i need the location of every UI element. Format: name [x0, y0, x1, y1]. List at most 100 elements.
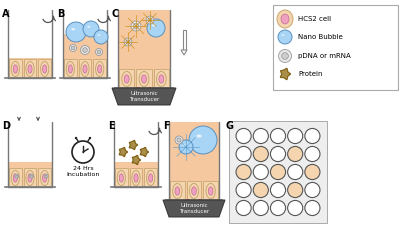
Polygon shape — [280, 68, 290, 80]
Circle shape — [236, 146, 251, 162]
Bar — [114, 162, 158, 187]
Circle shape — [97, 50, 101, 54]
Bar — [79, 59, 91, 78]
Bar — [169, 122, 219, 200]
Ellipse shape — [26, 62, 34, 76]
Ellipse shape — [40, 170, 49, 185]
Ellipse shape — [71, 28, 75, 30]
Circle shape — [83, 48, 87, 52]
Ellipse shape — [173, 183, 182, 199]
Circle shape — [288, 200, 303, 216]
Bar — [154, 69, 169, 88]
Circle shape — [253, 128, 268, 143]
Bar — [144, 168, 157, 187]
Circle shape — [282, 53, 288, 59]
Circle shape — [80, 45, 90, 54]
Ellipse shape — [282, 34, 284, 36]
Circle shape — [133, 23, 138, 29]
Polygon shape — [129, 140, 138, 150]
Polygon shape — [119, 147, 128, 157]
Circle shape — [146, 16, 154, 24]
Ellipse shape — [87, 26, 90, 28]
Ellipse shape — [11, 170, 20, 185]
Circle shape — [270, 128, 286, 143]
Ellipse shape — [277, 10, 293, 28]
Text: D: D — [2, 121, 10, 131]
Ellipse shape — [26, 170, 34, 185]
Circle shape — [66, 22, 86, 42]
Text: A: A — [2, 9, 10, 19]
Circle shape — [288, 146, 303, 162]
Ellipse shape — [28, 174, 32, 182]
Bar — [38, 59, 51, 78]
Circle shape — [72, 141, 94, 163]
Circle shape — [45, 175, 47, 177]
Circle shape — [270, 146, 286, 162]
Circle shape — [278, 30, 292, 44]
Circle shape — [126, 40, 130, 44]
Ellipse shape — [192, 187, 196, 195]
Bar — [130, 168, 142, 187]
Ellipse shape — [13, 174, 17, 182]
Ellipse shape — [43, 174, 47, 182]
Circle shape — [305, 128, 320, 143]
Text: HCS2 cell: HCS2 cell — [298, 16, 331, 22]
Ellipse shape — [189, 183, 199, 199]
Ellipse shape — [152, 25, 155, 27]
Circle shape — [94, 30, 108, 44]
Bar — [9, 59, 22, 78]
Circle shape — [270, 200, 286, 216]
Circle shape — [253, 146, 268, 162]
Bar — [170, 181, 185, 200]
Circle shape — [71, 46, 75, 50]
Bar — [9, 168, 22, 187]
Bar — [38, 168, 51, 187]
Circle shape — [16, 175, 18, 177]
Circle shape — [305, 200, 320, 216]
Bar — [63, 34, 107, 78]
Circle shape — [288, 164, 303, 180]
Ellipse shape — [206, 183, 215, 199]
Text: 24 Hrs
Incubation: 24 Hrs Incubation — [66, 166, 100, 177]
Circle shape — [270, 164, 286, 180]
Polygon shape — [163, 200, 225, 217]
Text: F: F — [163, 121, 170, 131]
Circle shape — [288, 183, 303, 197]
Bar — [119, 69, 134, 88]
Text: Nano Bubble: Nano Bubble — [298, 34, 343, 40]
Circle shape — [253, 183, 268, 197]
Ellipse shape — [83, 65, 87, 73]
Bar — [182, 30, 186, 50]
Ellipse shape — [13, 65, 17, 73]
Circle shape — [253, 164, 268, 180]
Text: Protein: Protein — [298, 71, 322, 77]
Ellipse shape — [175, 187, 180, 195]
Circle shape — [288, 128, 303, 143]
Ellipse shape — [119, 174, 123, 182]
Circle shape — [175, 136, 183, 144]
Bar — [8, 162, 52, 187]
Ellipse shape — [132, 170, 140, 185]
Circle shape — [236, 200, 251, 216]
Ellipse shape — [142, 75, 146, 83]
Circle shape — [189, 126, 217, 154]
Ellipse shape — [208, 187, 213, 195]
Text: Ultrasonic
Transducer: Ultrasonic Transducer — [129, 91, 159, 102]
Ellipse shape — [196, 135, 202, 138]
Ellipse shape — [40, 62, 49, 76]
Circle shape — [236, 183, 251, 197]
Ellipse shape — [183, 144, 185, 146]
Bar — [93, 59, 106, 78]
Ellipse shape — [159, 75, 164, 83]
Ellipse shape — [68, 65, 72, 73]
Bar — [118, 10, 170, 88]
Circle shape — [270, 183, 286, 197]
Circle shape — [75, 137, 77, 139]
Ellipse shape — [139, 72, 149, 86]
Ellipse shape — [149, 174, 153, 182]
Circle shape — [124, 38, 132, 46]
Text: E: E — [108, 121, 115, 131]
Ellipse shape — [146, 170, 155, 185]
Ellipse shape — [156, 72, 166, 86]
Bar — [136, 69, 152, 88]
